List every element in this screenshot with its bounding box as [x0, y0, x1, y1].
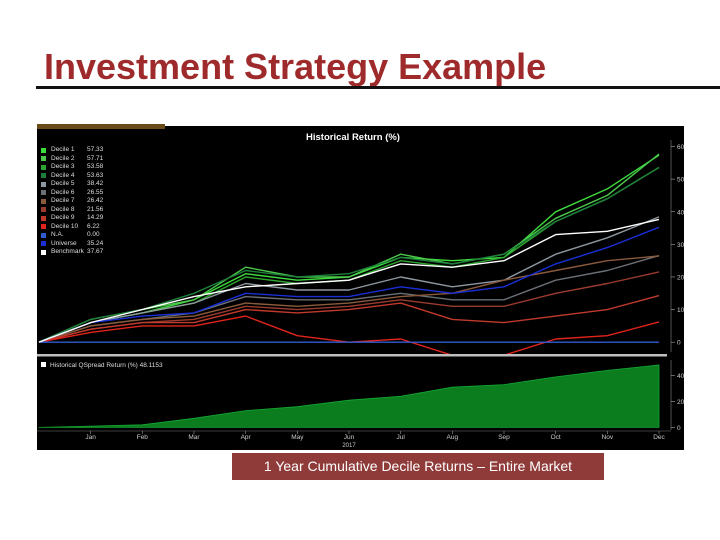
legend-label: Decile 8 [51, 205, 75, 213]
legend-swatch [41, 224, 46, 229]
top-y-tick-label: 30 [677, 242, 684, 249]
legend-value: 38.42 [87, 180, 104, 187]
legend-label: Decile 2 [51, 154, 75, 162]
bottom-y-tick-label: 40 [677, 373, 684, 380]
x-tick-label: Oct [551, 434, 561, 441]
top-y-tick-label: 40 [677, 209, 684, 216]
legend-swatch [41, 215, 46, 221]
legend-label: Decile 3 [51, 163, 75, 170]
series-line-decile-3 [38, 166, 660, 343]
top-y-tick-label: 50 [677, 177, 684, 184]
legend-value: 26.42 [87, 197, 104, 204]
top-chart-title: Historical Return (%) [306, 132, 400, 143]
legend-label: Decile 6 [51, 188, 75, 196]
legend-label: Decile 1 [51, 146, 75, 153]
legend-value: 53.58 [87, 163, 104, 170]
x-tick-label: Apr [241, 434, 252, 441]
bottom-y-tick-label: 0 [677, 425, 681, 432]
legend-swatch [41, 147, 46, 153]
legend-label: Decile 10 [51, 222, 79, 230]
x-tick-label: Dec [653, 434, 665, 441]
legend-value: 57.71 [87, 154, 104, 162]
returns-chart: Historical Return (%) 0 10 20 30 40 50 60 0 20 40 H… [37, 132, 684, 449]
top-y-tick-label: 0 [677, 340, 681, 347]
legend-label: N.A. [51, 231, 64, 238]
toolbar-strip [37, 124, 165, 129]
series-line-decile-7 [38, 255, 660, 343]
series-line-benchmark [38, 218, 660, 343]
x-tick-label: Feb [137, 434, 149, 441]
title-underline [36, 86, 720, 89]
legend-swatch [41, 241, 46, 246]
legend-label: Benchmark [51, 248, 84, 255]
legend-swatch [41, 190, 46, 195]
legend-value: 53.63 [87, 171, 104, 179]
legend-swatch [41, 173, 46, 178]
legend-value: 21.56 [87, 205, 104, 213]
top-y-tick-label: 20 [677, 274, 684, 281]
series-line-decile-8 [38, 271, 660, 343]
bottom-y-tick-label: 20 [677, 399, 684, 406]
legend-value: 35.24 [87, 239, 104, 247]
series-line-decile-10 [38, 315, 660, 357]
legend-label: Decile 9 [51, 214, 75, 221]
series-line-decile-5 [38, 216, 660, 343]
x-tick-label: Jan [85, 434, 96, 441]
x-tick-label: Sep [498, 434, 510, 441]
panel-separator [37, 354, 667, 357]
legend-value: 0.00 [87, 231, 100, 238]
x-tick-label: Nov [602, 434, 614, 441]
legend-swatch [41, 156, 46, 161]
x-tick-label: Jun [344, 434, 355, 441]
legend-label: Decile 7 [51, 197, 75, 204]
qspread-legend-swatch [41, 362, 46, 367]
legend-label: Decile 4 [51, 171, 75, 179]
top-y-tick-label: 60 [677, 144, 684, 151]
bottom-chart-title: Historical QSpread Return (%) 48.1153 [50, 362, 163, 369]
x-tick-label: Mar [188, 434, 200, 441]
legend-label: Decile 5 [51, 180, 75, 187]
legend-swatch [41, 198, 46, 204]
legend-swatch [41, 181, 46, 187]
top-y-tick-label: 10 [677, 307, 684, 314]
series-line-universe [38, 226, 660, 343]
legend-value: 37.67 [87, 248, 104, 255]
legend-label: Universe [51, 239, 77, 247]
bloomberg-chart-panel: Historical Return (%) 0 10 20 30 40 50 60 0 20 40 H… [37, 126, 684, 450]
x-tick-label: May [291, 434, 304, 441]
series-line-decile-9 [38, 294, 660, 343]
x-year-label: 2017 [342, 443, 356, 449]
legend-swatch [41, 249, 46, 255]
legend-value: 26.55 [87, 188, 104, 196]
legend-swatch [41, 164, 46, 170]
slide-title: Investment Strategy Example [44, 46, 547, 87]
slide-caption: 1 Year Cumulative Decile Returns – Entir… [232, 453, 604, 480]
series-line-decile-4 [38, 166, 660, 343]
series-line-decile-2 [38, 153, 660, 343]
qspread-area [38, 364, 660, 428]
legend-value: 6.22 [87, 222, 100, 230]
legend-value: 57.33 [87, 146, 104, 153]
x-tick-label: Jul [397, 434, 406, 441]
legend-value: 14.29 [87, 214, 104, 221]
legend-swatch [41, 207, 46, 212]
x-tick-label: Aug [447, 434, 459, 441]
legend-swatch [41, 232, 46, 238]
